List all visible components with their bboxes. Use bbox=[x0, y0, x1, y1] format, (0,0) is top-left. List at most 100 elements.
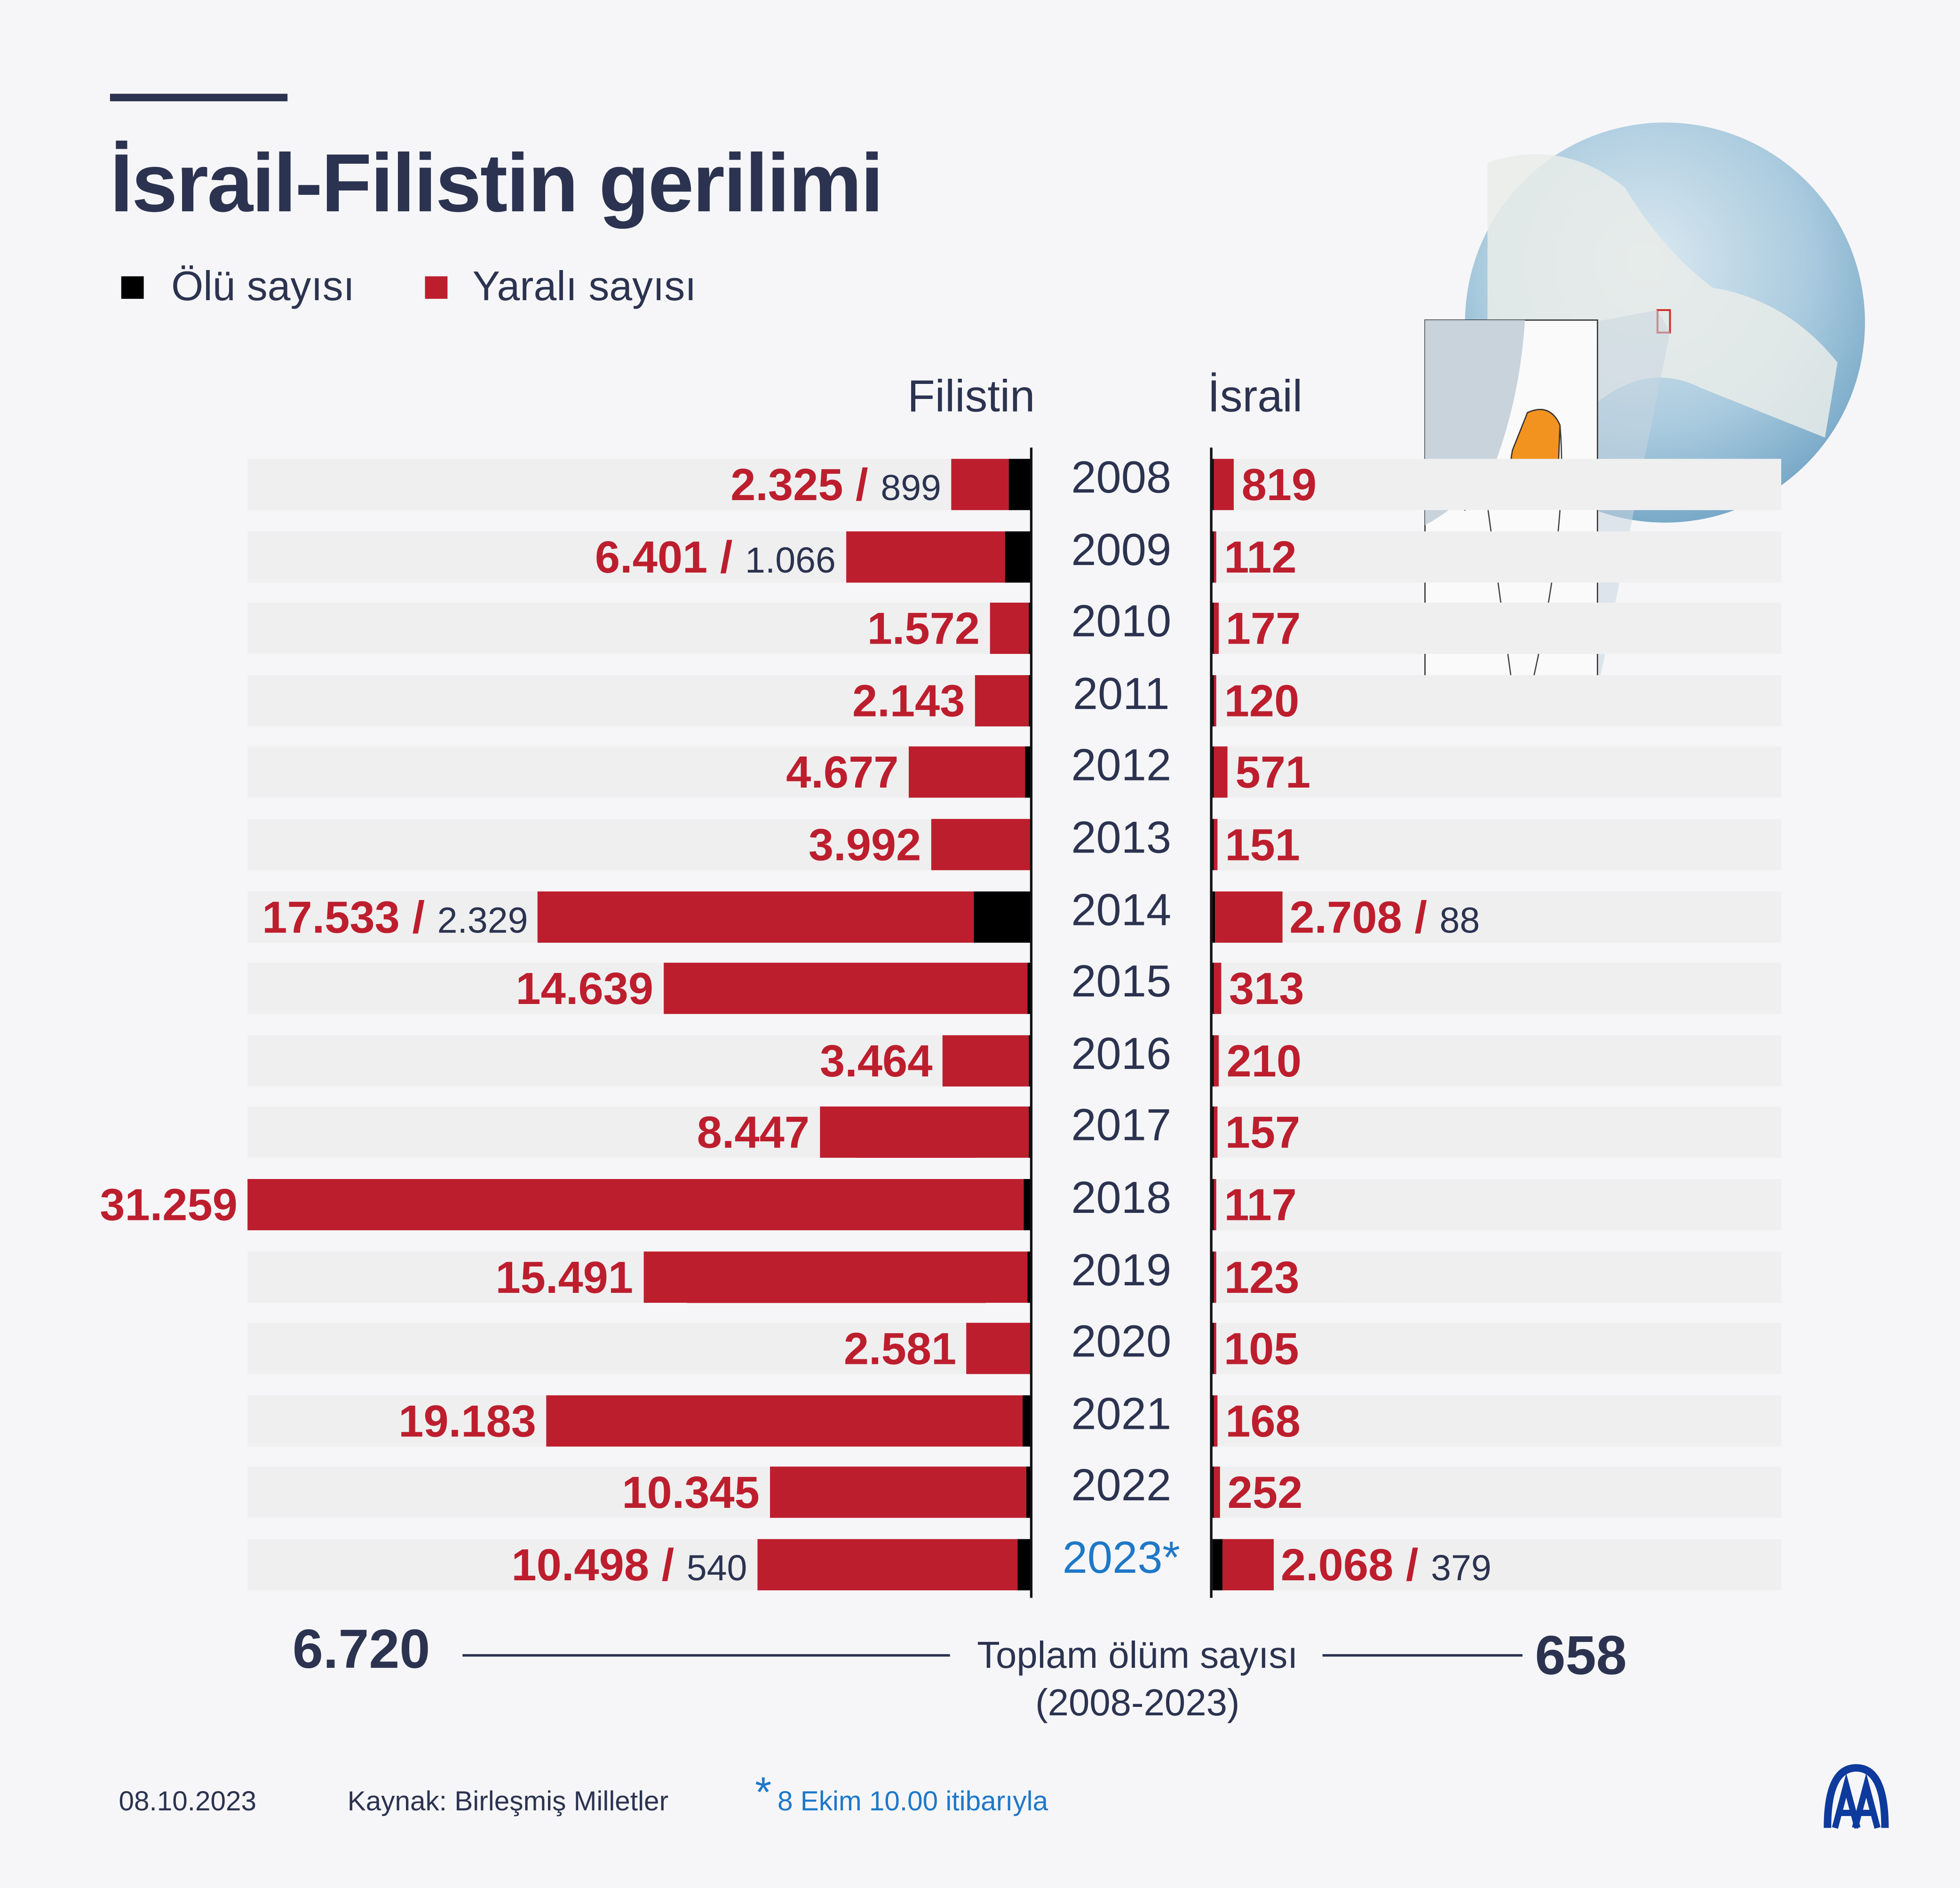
bar-palestine-injured bbox=[770, 1467, 1027, 1519]
label-palestine: 8.447 bbox=[60, 1107, 809, 1158]
bar-israel-dead bbox=[1212, 1035, 1214, 1086]
year-label: 2011 bbox=[1072, 667, 1170, 719]
injured-label: 14.639 bbox=[516, 963, 654, 1014]
label-israel: 2.708 / 88 bbox=[1289, 891, 1480, 948]
bar-palestine-injured bbox=[966, 1323, 1031, 1375]
row-band-israel bbox=[1212, 747, 1781, 798]
injured-label: 3.992 bbox=[808, 819, 921, 870]
bar-israel-dead bbox=[1212, 1395, 1214, 1447]
bar-israel-injured bbox=[1214, 819, 1218, 870]
injured-label: 2.068 bbox=[1280, 1539, 1394, 1591]
bar-palestine-injured bbox=[757, 1539, 1018, 1591]
row-band-palestine bbox=[247, 747, 1032, 798]
row-band-palestine bbox=[247, 459, 1032, 510]
injured-label: 157 bbox=[1225, 1107, 1301, 1158]
row-band-israel bbox=[1212, 1467, 1781, 1519]
bar-palestine-dead bbox=[1017, 1539, 1032, 1591]
label-separator: / bbox=[1402, 891, 1440, 942]
bar-israel-dead bbox=[1212, 675, 1214, 726]
label-palestine: 6.401 / 1.066 bbox=[86, 531, 836, 587]
totals-label: Toplam ölüm sayısı bbox=[977, 1635, 1298, 1677]
label-palestine: 17.533 / 2.329 bbox=[0, 891, 528, 948]
total-palestine: 6.720 bbox=[292, 1619, 430, 1681]
row-band-israel bbox=[1212, 891, 1781, 942]
bar-palestine-dead bbox=[1023, 1395, 1032, 1447]
label-palestine: 2.143 bbox=[215, 675, 965, 726]
year-label: 2021 bbox=[1071, 1387, 1172, 1439]
totals-caption: Toplam ölüm sayısı (2008-2023) bbox=[950, 1633, 1325, 1728]
bar-palestine-dead bbox=[1024, 747, 1032, 798]
year-label: 2013 bbox=[1071, 811, 1172, 863]
year-label: 2017 bbox=[1071, 1099, 1172, 1151]
injured-label: 31.259 bbox=[100, 1179, 238, 1230]
bar-palestine-dead bbox=[1008, 459, 1032, 510]
row-band-israel bbox=[1212, 459, 1781, 510]
label-israel: 210 bbox=[1226, 1035, 1301, 1086]
footer-date: 08.10.2023 bbox=[119, 1785, 257, 1817]
label-separator: / bbox=[649, 1539, 687, 1591]
label-israel: 120 bbox=[1224, 675, 1300, 726]
injured-label: 1.572 bbox=[867, 603, 980, 654]
injured-label: 15.491 bbox=[495, 1251, 634, 1303]
bar-israel-injured bbox=[1214, 1467, 1220, 1519]
footnote-asterisk: * bbox=[755, 1769, 772, 1817]
label-separator: / bbox=[843, 459, 881, 510]
bar-israel-dead bbox=[1212, 819, 1214, 870]
bar-israel-dead bbox=[1212, 459, 1214, 510]
row-band-israel bbox=[1212, 603, 1781, 654]
label-palestine: 4.677 bbox=[149, 747, 899, 798]
legend-injured-label: Yaralı sayısı bbox=[472, 263, 697, 309]
injured-label: 2.581 bbox=[843, 1323, 957, 1375]
injured-label: 6.401 bbox=[595, 531, 708, 582]
label-israel: 168 bbox=[1225, 1395, 1301, 1446]
year-label: 2019 bbox=[1071, 1243, 1172, 1295]
bar-israel-injured bbox=[1214, 459, 1234, 510]
bar-israel-dead bbox=[1212, 963, 1214, 1014]
header-israel: İsrail bbox=[1207, 370, 1303, 422]
dead-label: 899 bbox=[881, 469, 941, 509]
bar-palestine-injured bbox=[663, 963, 1027, 1014]
injured-label: 2.143 bbox=[852, 675, 965, 726]
bar-israel-injured bbox=[1214, 603, 1218, 654]
totals-period: (2008-2023) bbox=[1035, 1682, 1240, 1724]
injured-label: 168 bbox=[1225, 1395, 1301, 1447]
label-palestine: 10.345 bbox=[9, 1467, 760, 1518]
row-band-israel bbox=[1212, 819, 1781, 870]
year-label: 2010 bbox=[1071, 595, 1172, 647]
label-palestine: 3.464 bbox=[183, 1035, 933, 1086]
bar-palestine-injured bbox=[846, 531, 1005, 582]
total-israel: 658 bbox=[1535, 1625, 1627, 1687]
bar-israel-injured bbox=[1214, 1251, 1217, 1303]
bar-israel-injured bbox=[1214, 963, 1222, 1014]
label-palestine: 1.572 bbox=[230, 603, 980, 654]
dead-label: 1.066 bbox=[745, 541, 836, 581]
bar-palestine-injured bbox=[990, 603, 1029, 654]
header-palestine: Filistin bbox=[907, 370, 1035, 422]
injured-label: 2.325 bbox=[730, 459, 843, 510]
bar-israel-dead bbox=[1212, 603, 1214, 654]
label-israel: 117 bbox=[1224, 1179, 1297, 1230]
label-palestine: 15.491 bbox=[0, 1251, 633, 1302]
label-separator: / bbox=[707, 531, 746, 582]
label-israel: 819 bbox=[1242, 459, 1317, 510]
row-band-israel bbox=[1212, 1035, 1781, 1086]
bar-israel-injured bbox=[1214, 1179, 1217, 1230]
bar-palestine-injured bbox=[931, 819, 1031, 870]
bar-israel-injured bbox=[1214, 1107, 1218, 1158]
injured-label: 3.464 bbox=[820, 1035, 933, 1086]
injured-label: 10.345 bbox=[622, 1467, 760, 1519]
injured-label: 2.708 bbox=[1289, 891, 1402, 942]
injured-label: 4.677 bbox=[786, 747, 899, 798]
bar-israel-dead bbox=[1212, 1539, 1222, 1591]
label-separator: / bbox=[399, 891, 437, 942]
bar-palestine-injured bbox=[908, 747, 1025, 798]
bar-palestine-injured bbox=[247, 1179, 1024, 1230]
injured-label: 19.183 bbox=[398, 1395, 536, 1447]
right-axis-line bbox=[1210, 447, 1213, 1598]
injured-label: 177 bbox=[1225, 603, 1301, 654]
label-palestine: 14.639 bbox=[0, 963, 653, 1014]
row-band-israel bbox=[1212, 1251, 1781, 1303]
bar-israel-injured bbox=[1222, 1539, 1273, 1591]
dead-label: 379 bbox=[1431, 1549, 1492, 1589]
injured-label: 17.533 bbox=[262, 891, 400, 942]
